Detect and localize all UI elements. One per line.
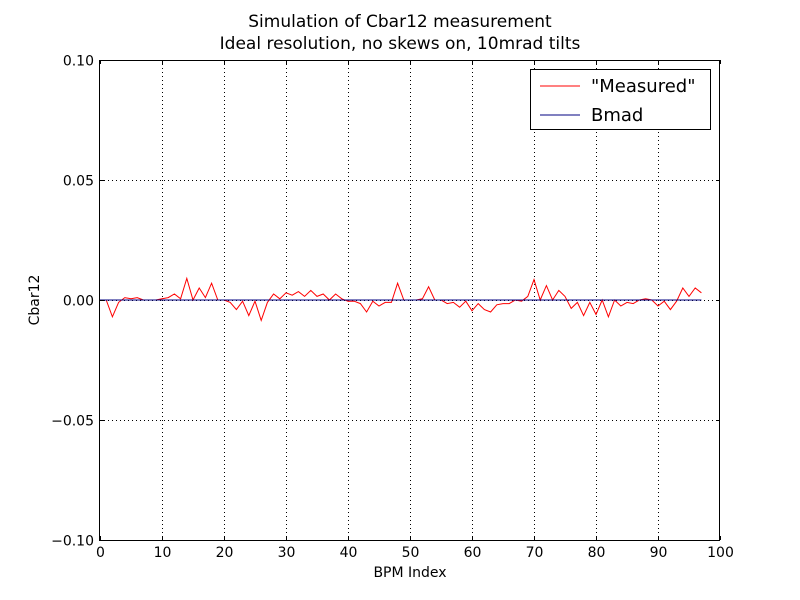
x-tick-label: 50 xyxy=(402,545,420,561)
y-tick-label: −0.10 xyxy=(51,534,94,550)
x-tick-label: 70 xyxy=(526,545,544,561)
y-tick-label: 0.05 xyxy=(63,174,94,190)
x-tick-label: 40 xyxy=(340,545,358,561)
x-tick-label: 90 xyxy=(650,545,668,561)
x-tick-label: 60 xyxy=(464,545,482,561)
legend-box xyxy=(530,69,711,130)
x-tick-label: 100 xyxy=(707,545,734,561)
y-axis-label: Cbar12 xyxy=(27,275,43,326)
x-tick-label: 30 xyxy=(278,545,296,561)
x-tick-label: 80 xyxy=(588,545,606,561)
x-tick-label: 0 xyxy=(96,545,105,561)
x-tick-label: 10 xyxy=(154,545,172,561)
chart-title: Simulation of Cbar12 measurement xyxy=(248,12,552,32)
x-tick-label: 20 xyxy=(216,545,234,561)
y-tick-label: 0.10 xyxy=(63,54,94,70)
y-tick-label: −0.05 xyxy=(51,414,94,430)
legend-label-bmad: Bmad xyxy=(591,105,643,126)
y-tick-label: 0.00 xyxy=(63,294,94,310)
legend: "Measured" Bmad xyxy=(530,69,711,130)
axis-ticks: 0 10 20 30 40 50 60 70 80 90 100 −0.10 −0.05 0.00 0.05… xyxy=(51,54,734,562)
legend-label-measured: "Measured" xyxy=(591,76,695,97)
series-lines xyxy=(100,276,702,322)
series-line-measured xyxy=(100,276,702,322)
x-axis-label: BPM Index xyxy=(373,565,446,581)
chart-subtitle: Ideal resolution, no skews on, 10mrad ti… xyxy=(219,34,581,54)
